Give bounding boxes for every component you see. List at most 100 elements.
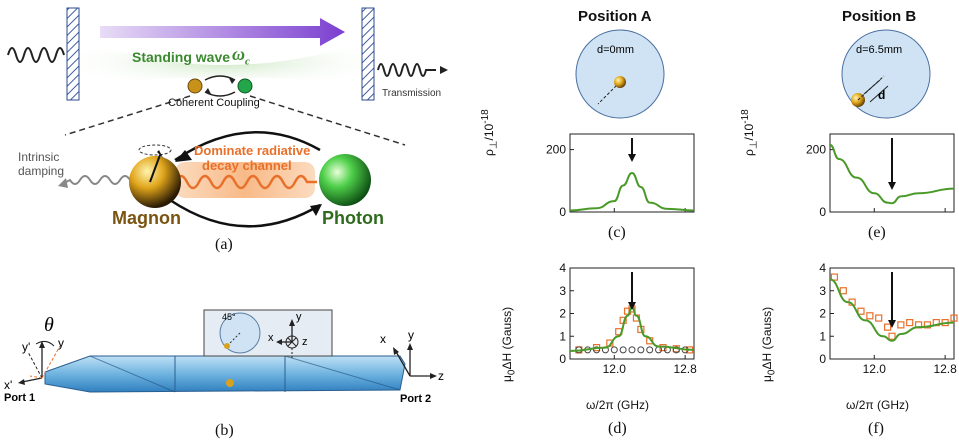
y-tick-label: 0 <box>559 352 566 366</box>
magnon-label: Magnon <box>112 208 181 228</box>
data-point-square <box>839 287 847 295</box>
data-point-square <box>950 314 958 322</box>
annotation-arrowhead <box>628 154 636 162</box>
y-tick-label: 3 <box>819 284 826 298</box>
magnon-sphere <box>129 156 181 208</box>
standing-wave-region <box>80 40 370 85</box>
y-label-left: y <box>58 336 64 350</box>
caption-c: (c) <box>608 224 626 241</box>
coherent-coupling-label: Coherent Coupling <box>168 97 260 109</box>
waveguide-tube <box>44 355 406 393</box>
panel-b-figure <box>18 309 437 393</box>
data-point-square <box>897 321 905 329</box>
decay-channel-label: Dominate radiative decay channel <box>194 143 311 173</box>
inset-z-label: z <box>302 336 308 348</box>
data-point-circle <box>610 346 618 354</box>
data-point-square <box>866 312 874 320</box>
decay-band <box>175 162 315 198</box>
decay-wave <box>173 174 317 190</box>
dh-ylabel-d: μ0ΔH (Gauss) <box>500 306 518 382</box>
x-prime-label: x' <box>4 378 13 392</box>
panel-a-figure <box>7 7 448 228</box>
data-point-circle <box>672 346 680 354</box>
annotation-arrowhead <box>888 182 896 190</box>
photon-label: Photon <box>322 208 384 228</box>
y-label-right: y <box>408 328 414 342</box>
series-line <box>829 278 955 342</box>
xlabel-f: ω/2π (GHz) <box>846 398 909 412</box>
y-tick-label: 2 <box>559 307 566 321</box>
position-b-label: d=6.5mm <box>856 44 903 56</box>
left-mirror <box>66 7 80 101</box>
data-point-square <box>875 314 883 322</box>
data-point-square <box>923 321 932 329</box>
series-line <box>569 305 695 353</box>
position-a-diagram <box>575 29 665 119</box>
data-point-circle <box>655 346 663 354</box>
x-label-right: x <box>380 332 386 346</box>
omega-c-label: ωc <box>232 44 250 68</box>
caption-f: (f) <box>868 420 884 437</box>
caption-b: (b) <box>215 422 234 439</box>
y-tick-label: 1 <box>819 329 826 343</box>
y-tick-label: 0 <box>819 205 826 218</box>
data-point-circle <box>619 346 627 354</box>
plot-d: 4 3 2 1 0 12.0 12.8 <box>559 262 697 376</box>
output-wave <box>377 63 436 77</box>
y-tick-label: 4 <box>819 262 826 275</box>
y-tick-label: 0 <box>559 205 566 218</box>
position-a-title: Position A <box>578 8 652 25</box>
inset-angle-label: 45° <box>222 312 236 322</box>
y-tick-label: 4 <box>559 262 566 275</box>
position-b-title: Position B <box>842 8 917 25</box>
plot-frame <box>829 133 955 213</box>
series-line <box>569 171 695 212</box>
x-tick-label: 12.8 <box>933 362 957 376</box>
caption-a: (a) <box>215 236 233 253</box>
magnon-dot <box>187 78 203 94</box>
intrinsic-damping-label: Intrinsic damping <box>18 150 65 178</box>
continuous-wave-label: Continuous wave <box>103 6 228 23</box>
y-tick-label: 2 <box>819 307 826 321</box>
x-tick-label: 12.0 <box>863 362 887 376</box>
caption-e: (e) <box>868 224 886 241</box>
data-point-square <box>883 323 892 331</box>
y-tick-label: 3 <box>559 284 566 298</box>
annotation-arrowhead <box>628 302 636 310</box>
data-point-square <box>906 318 914 327</box>
damping-wave <box>61 175 131 185</box>
rho-ylabel-c: ρ⊥/10-18 <box>480 109 500 156</box>
data-point-square <box>888 332 896 340</box>
plot-f: 4 3 2 1 0 12.0 12.8 <box>819 262 958 376</box>
standing-wave-label: Standing wave <box>132 49 231 65</box>
y-tick-label: 200 <box>546 143 566 157</box>
data-point-circle <box>646 346 654 354</box>
y-prime-label: y' <box>22 340 31 354</box>
inset-y-label: y <box>296 311 302 323</box>
caption-d: (d) <box>608 420 627 437</box>
xlabel-d: ω/2π (GHz) <box>586 398 649 412</box>
x-tick-label: 12.8 <box>673 362 697 376</box>
transmission-label: Transmission <box>382 88 442 99</box>
plot-frame <box>569 133 695 213</box>
data-point-circle <box>593 346 601 354</box>
yig-sphere <box>226 379 234 387</box>
z-label-right: z <box>438 369 444 383</box>
photon-dot <box>237 78 253 94</box>
input-wave <box>7 47 65 63</box>
position-b-d: d <box>878 88 886 102</box>
port-2-label: Port 2 <box>400 393 432 405</box>
photon-sphere <box>319 154 371 206</box>
data-point-circle <box>637 346 645 354</box>
data-point-square <box>830 273 839 281</box>
x-tick-label: 12.0 <box>603 362 627 376</box>
rho-ylabel-e: ρ⊥/10-18 <box>740 109 760 156</box>
data-point-square <box>857 307 865 315</box>
annotation-arrowhead <box>888 320 896 328</box>
y-tick-label: 0 <box>819 352 826 366</box>
port-1-label: Port 1 <box>4 392 36 404</box>
series-line <box>829 143 955 205</box>
right-mirror <box>361 7 375 101</box>
